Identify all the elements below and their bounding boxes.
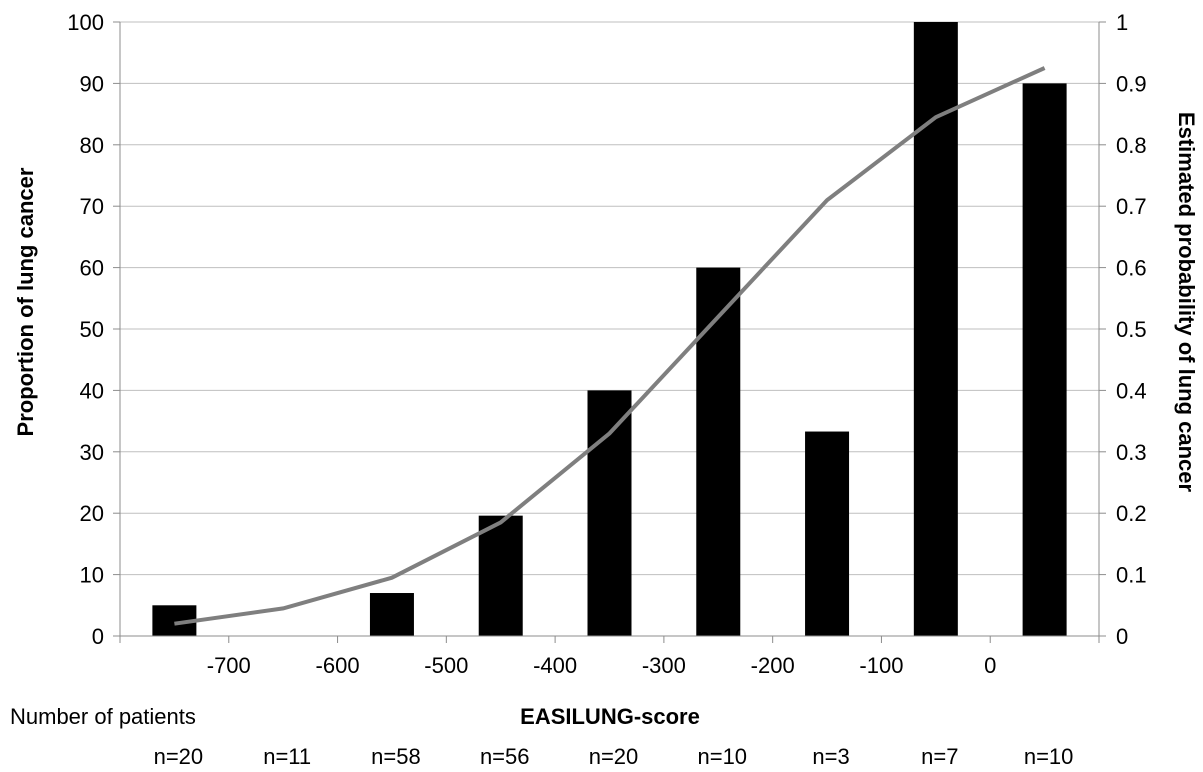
patients-label: Number of patients	[10, 704, 196, 729]
axes	[113, 21, 1106, 643]
bar	[913, 22, 958, 636]
x-axis-tick-labels: -700 -600 -500 -400 -300 -200 -100 0	[207, 653, 997, 678]
patient-count: n=10	[1024, 744, 1074, 769]
bar	[369, 593, 414, 636]
x-tick-label: -100	[859, 653, 903, 678]
y2-tick-label: 0.6	[1116, 256, 1147, 281]
y2-tick-label: 0.5	[1116, 317, 1147, 342]
x-tick-label: -500	[424, 653, 468, 678]
bar	[587, 390, 632, 636]
y2-tick-label: 0.3	[1116, 440, 1147, 465]
x-tick-label: 0	[984, 653, 996, 678]
bar	[805, 431, 850, 636]
patient-count: n=11	[263, 744, 311, 769]
patient-count: n=10	[697, 744, 747, 769]
y-tick-label: 80	[80, 133, 104, 158]
x-tick-label: -600	[316, 653, 360, 678]
y2-axis-title: Estimated probability of lung cancer	[1174, 112, 1199, 493]
patient-count: n=20	[154, 744, 204, 769]
y-tick-label: 60	[80, 256, 104, 281]
x-tick-label: -300	[642, 653, 686, 678]
y-tick-label: 0	[92, 624, 104, 649]
patient-count: n=56	[480, 744, 530, 769]
x-tick-label: -400	[533, 653, 577, 678]
y2-tick-label: 0.2	[1116, 501, 1147, 526]
y-tick-label: 10	[80, 563, 104, 588]
patient-count: n=58	[371, 744, 421, 769]
x-axis-title: EASILUNG-score	[520, 704, 700, 729]
y2-tick-label: 0.1	[1116, 563, 1147, 588]
x-tick-label: -200	[751, 653, 795, 678]
right-axis-tick-labels: 0 0.1 0.2 0.3 0.4 0.5 0.6 0.7 0.8 0.9 1	[1116, 10, 1147, 649]
patient-count: n=20	[589, 744, 639, 769]
bar	[478, 515, 523, 636]
y2-tick-label: 0.7	[1116, 194, 1147, 219]
y-tick-label: 100	[67, 10, 104, 35]
y2-tick-label: 0.4	[1116, 378, 1147, 403]
bar	[1022, 83, 1067, 636]
y-axis-title: Proportion of lung cancer	[13, 167, 38, 436]
y2-tick-label: 0	[1116, 624, 1128, 649]
y2-tick-label: 0.8	[1116, 133, 1147, 158]
y-tick-label: 50	[80, 317, 104, 342]
left-axis-tick-labels: 0 10 20 30 40 50 60 70 80 90 100	[67, 10, 104, 649]
y2-tick-label: 0.9	[1116, 71, 1147, 96]
y-tick-label: 20	[80, 501, 104, 526]
x-tick-label: -700	[207, 653, 251, 678]
y-tick-label: 30	[80, 440, 104, 465]
probability-line	[174, 66, 1046, 626]
y-tick-label: 40	[80, 378, 104, 403]
y2-tick-label: 1	[1116, 10, 1128, 35]
patient-counts: n=20 n=11 n=58 n=56 n=20 n=10 n=3 n=7 n=10	[154, 744, 1074, 769]
y-tick-label: 90	[80, 71, 104, 96]
y-tick-label: 70	[80, 194, 104, 219]
bar	[696, 267, 741, 636]
patient-count: n=3	[812, 744, 849, 769]
patient-count: n=7	[921, 744, 958, 769]
